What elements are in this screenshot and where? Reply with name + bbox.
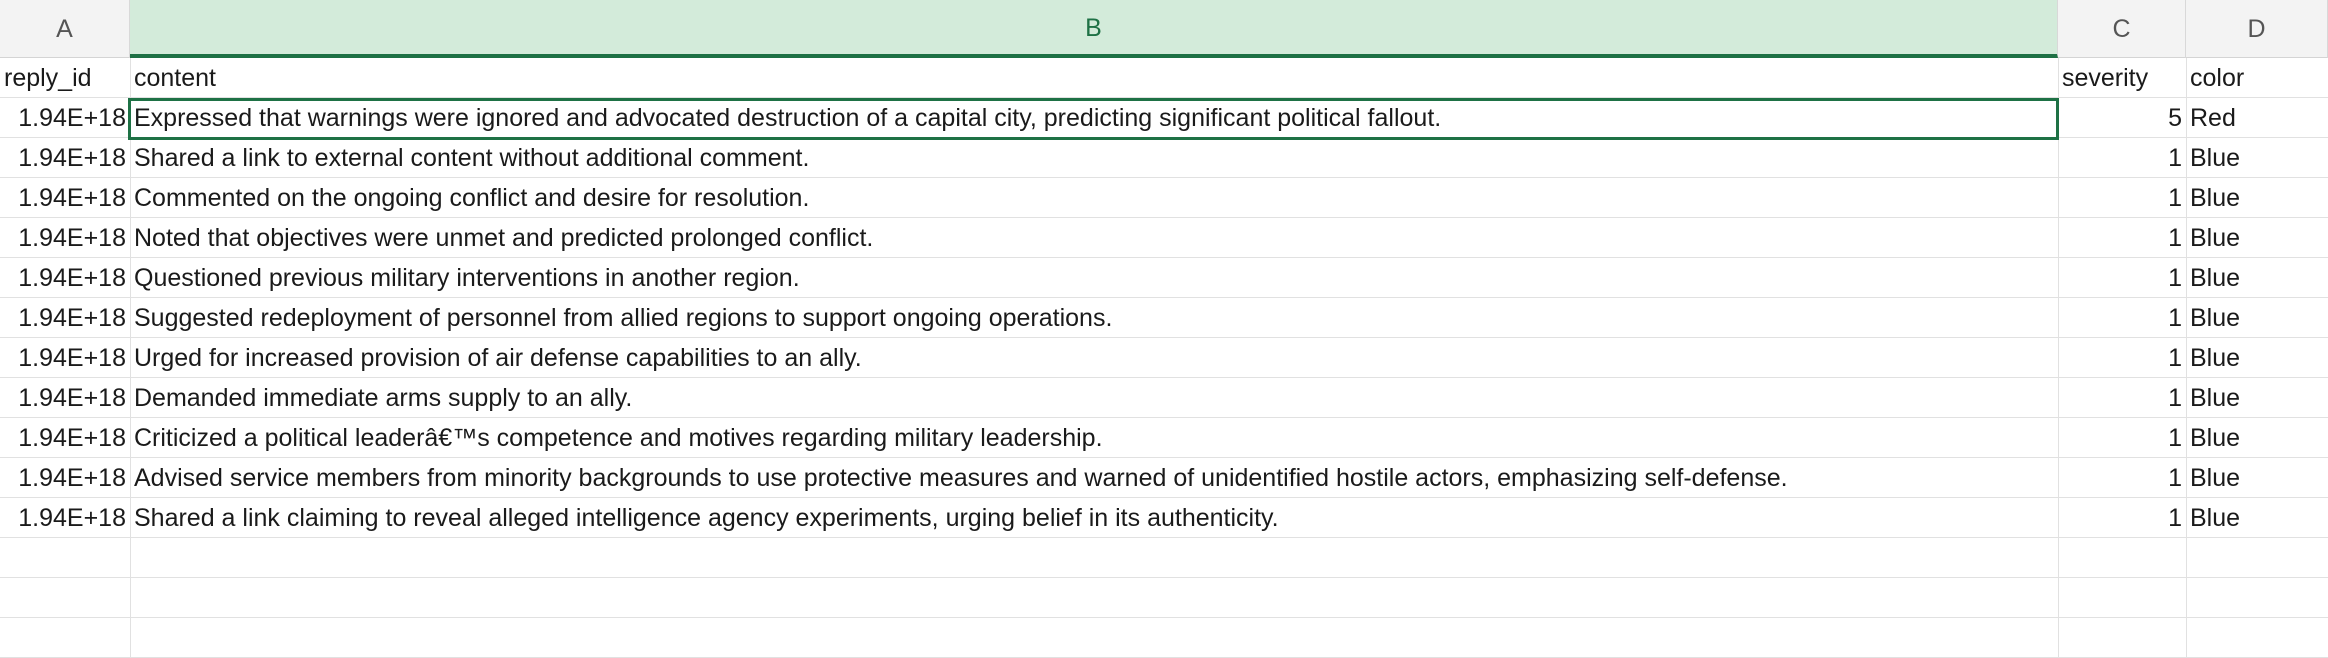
table-row: 1.94E+18 Suggested redeployment of person… <box>0 298 2328 338</box>
cell-reply-id[interactable]: 1.94E+18 <box>18 224 126 252</box>
cell-severity[interactable]: 1 <box>2168 384 2182 412</box>
table-row: 1.94E+18 Demanded immediate arms supply t… <box>0 378 2328 418</box>
cell-severity[interactable]: 1 <box>2168 504 2182 532</box>
cell-color[interactable]: Red <box>2190 104 2236 132</box>
table-row: 1.94E+18 Shared a link to external conten… <box>0 138 2328 178</box>
cell-severity[interactable]: 1 <box>2168 304 2182 332</box>
empty-row[interactable] <box>0 578 2328 618</box>
empty-row[interactable] <box>0 618 2328 658</box>
cell-reply-id[interactable]: 1.94E+18 <box>18 464 126 492</box>
cell-content[interactable]: Expressed that warnings were ignored and… <box>134 104 1442 132</box>
cell-color[interactable]: Blue <box>2190 304 2241 332</box>
cell-content[interactable]: Noted that objectives were unmet and pre… <box>134 224 874 252</box>
column-header-a[interactable]: A <box>0 0 130 58</box>
cell-reply-id[interactable]: 1.94E+18 <box>18 184 126 212</box>
cell-color[interactable]: Blue <box>2190 184 2241 212</box>
cell-content[interactable]: Suggested redeployment of personnel from… <box>134 304 1113 332</box>
table-row: 1.94E+18 Commented on the ongoing conflic… <box>0 178 2328 218</box>
cell-severity[interactable]: 1 <box>2168 264 2182 292</box>
column-header-c[interactable]: C <box>2058 0 2186 58</box>
cell-reply-id[interactable]: 1.94E+18 <box>18 384 126 412</box>
column-header-b[interactable]: B <box>130 0 2058 58</box>
table-row: 1.94E+18 Expressed that warnings were ign… <box>0 98 2328 138</box>
cell-severity[interactable]: 1 <box>2168 424 2182 452</box>
header-row: reply_id content severity color <box>0 58 2328 98</box>
cell-reply-id[interactable]: 1.94E+18 <box>18 104 126 132</box>
cell-severity[interactable]: 1 <box>2168 224 2182 252</box>
cell-color[interactable]: Blue <box>2190 144 2241 172</box>
cell-severity[interactable]: 5 <box>2168 104 2182 132</box>
cell-header-severity[interactable]: severity <box>2062 64 2149 92</box>
cell-reply-id[interactable]: 1.94E+18 <box>18 304 126 332</box>
cell-severity[interactable]: 1 <box>2168 464 2182 492</box>
cell-content[interactable]: Shared a link claiming to reveal alleged… <box>134 504 1279 532</box>
column-header-bar: A B C D <box>0 0 2328 58</box>
column-gridline <box>2058 58 2059 658</box>
table-row: 1.94E+18 Criticized a political leaderâ€™… <box>0 418 2328 458</box>
cell-content[interactable]: Demanded immediate arms supply to an all… <box>134 384 633 412</box>
cell-color[interactable]: Blue <box>2190 384 2241 412</box>
column-gridline <box>2186 58 2187 658</box>
cell-content[interactable]: Advised service members from minority ba… <box>134 464 1788 492</box>
cell-color[interactable]: Blue <box>2190 504 2241 532</box>
cell-severity[interactable]: 1 <box>2168 344 2182 372</box>
cell-reply-id[interactable]: 1.94E+18 <box>18 424 126 452</box>
cell-color[interactable]: Blue <box>2190 464 2241 492</box>
cell-color[interactable]: Blue <box>2190 344 2241 372</box>
table-row: 1.94E+18 Noted that objectives were unmet… <box>0 218 2328 258</box>
column-header-d[interactable]: D <box>2186 0 2328 58</box>
cell-content[interactable]: Urged for increased provision of air def… <box>134 344 862 372</box>
cell-reply-id[interactable]: 1.94E+18 <box>18 344 126 372</box>
cell-color[interactable]: Blue <box>2190 264 2241 292</box>
cell-content[interactable]: Shared a link to external content withou… <box>134 144 810 172</box>
cell-header-reply-id[interactable]: reply_id <box>4 64 92 92</box>
cell-header-color[interactable]: color <box>2190 64 2245 92</box>
cell-content[interactable]: Questioned previous military interventio… <box>134 264 800 292</box>
cell-color[interactable]: Blue <box>2190 224 2241 252</box>
cell-severity[interactable]: 1 <box>2168 144 2182 172</box>
cell-reply-id[interactable]: 1.94E+18 <box>18 264 126 292</box>
empty-row[interactable] <box>0 538 2328 578</box>
cell-color[interactable]: Blue <box>2190 424 2241 452</box>
table-row: 1.94E+18 Shared a link claiming to reveal… <box>0 498 2328 538</box>
table-row: 1.94E+18 Urged for increased provision of… <box>0 338 2328 378</box>
cell-content[interactable]: Criticized a political leaderâ€™s compet… <box>134 424 1103 452</box>
cell-reply-id[interactable]: 1.94E+18 <box>18 144 126 172</box>
table-row: 1.94E+18 Questioned previous military int… <box>0 258 2328 298</box>
cell-content[interactable]: Commented on the ongoing conflict and de… <box>134 184 810 212</box>
cell-reply-id[interactable]: 1.94E+18 <box>18 504 126 532</box>
cell-grid: reply_id content severity color 1.94E+18… <box>0 58 2328 658</box>
table-row: 1.94E+18 Advised service members from min… <box>0 458 2328 498</box>
cell-severity[interactable]: 1 <box>2168 184 2182 212</box>
column-gridline <box>130 58 131 658</box>
cell-header-content[interactable]: content <box>134 64 217 92</box>
